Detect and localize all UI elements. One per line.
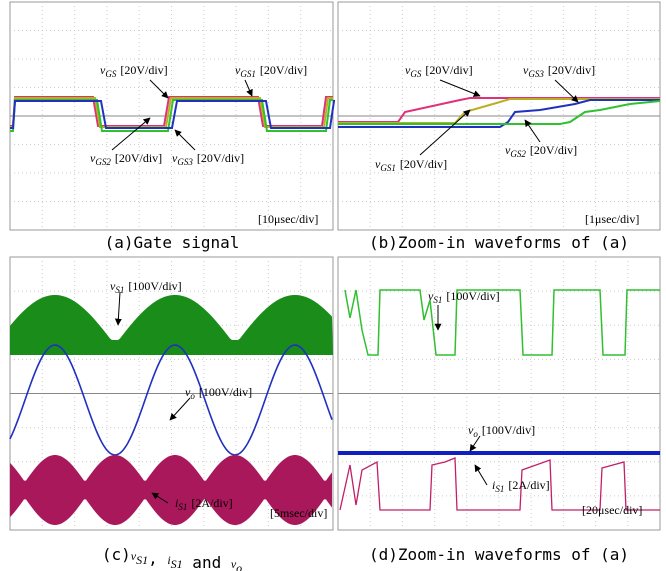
timebase-label: [5msec/div] — [270, 506, 327, 520]
label-scale: [2A/div] — [191, 496, 232, 510]
label-subscript: GS1 — [380, 163, 396, 173]
label-subscript: GS3 — [177, 157, 193, 167]
timebase-label: [10μsec/div] — [258, 212, 318, 226]
caption-subscript: o — [236, 561, 242, 571]
label-subscript: o — [473, 429, 478, 439]
label-scale: [20V/div] — [115, 151, 162, 165]
panel-caption: (d)Zoom-in waveforms of (a) — [369, 545, 629, 564]
caption-subscript: S1 — [136, 553, 148, 567]
label-scale: [20V/div] — [425, 63, 472, 77]
caption-text: (c) — [102, 545, 131, 564]
label-scale: [100V/div] — [128, 279, 181, 293]
label-subscript: S1 — [495, 484, 504, 494]
label-subscript: GS2 — [510, 149, 526, 159]
label-scale: [20V/div] — [548, 63, 595, 77]
timebase-label: [20μsec/div] — [582, 503, 642, 517]
label-scale: [20V/div] — [260, 63, 307, 77]
label-scale: [100V/div] — [199, 385, 252, 399]
timebase-label: [1μsec/div] — [585, 212, 639, 226]
panel-caption: (b)Zoom-in waveforms of (a) — [369, 233, 629, 252]
label-scale: [100V/div] — [482, 423, 535, 437]
caption-text: , — [148, 549, 167, 568]
label-scale: [20V/div] — [530, 143, 577, 157]
caption-subscript: S1 — [171, 557, 183, 571]
label-subscript: GS1 — [240, 69, 256, 79]
label-subscript: GS — [105, 69, 116, 79]
caption-text: and — [183, 553, 231, 571]
label-scale: [20V/div] — [197, 151, 244, 165]
label-scale: [20V/div] — [120, 63, 167, 77]
label-scale: [100V/div] — [446, 289, 499, 303]
label-subscript: S1 — [433, 295, 442, 305]
label-subscript: S1 — [178, 502, 187, 512]
caption-text: (a)Gate signal — [105, 233, 240, 252]
panel-caption: (c)vS1, iS1 and vo — [102, 545, 242, 571]
panel-caption: (a)Gate signal — [105, 233, 240, 252]
label-scale: [2A/div] — [508, 478, 549, 492]
label-subscript: GS2 — [95, 157, 111, 167]
label-subscript: GS — [410, 69, 421, 79]
caption-text: (b)Zoom-in waveforms of (a) — [369, 233, 629, 252]
figure: vGS[20V/div]vGS1[20V/div]vGS2[20V/div]vG… — [0, 0, 666, 571]
label-subscript: GS3 — [528, 69, 544, 79]
label-scale: [20V/div] — [400, 157, 447, 171]
caption-text: (d)Zoom-in waveforms of (a) — [369, 545, 629, 564]
label-subscript: o — [190, 391, 195, 401]
